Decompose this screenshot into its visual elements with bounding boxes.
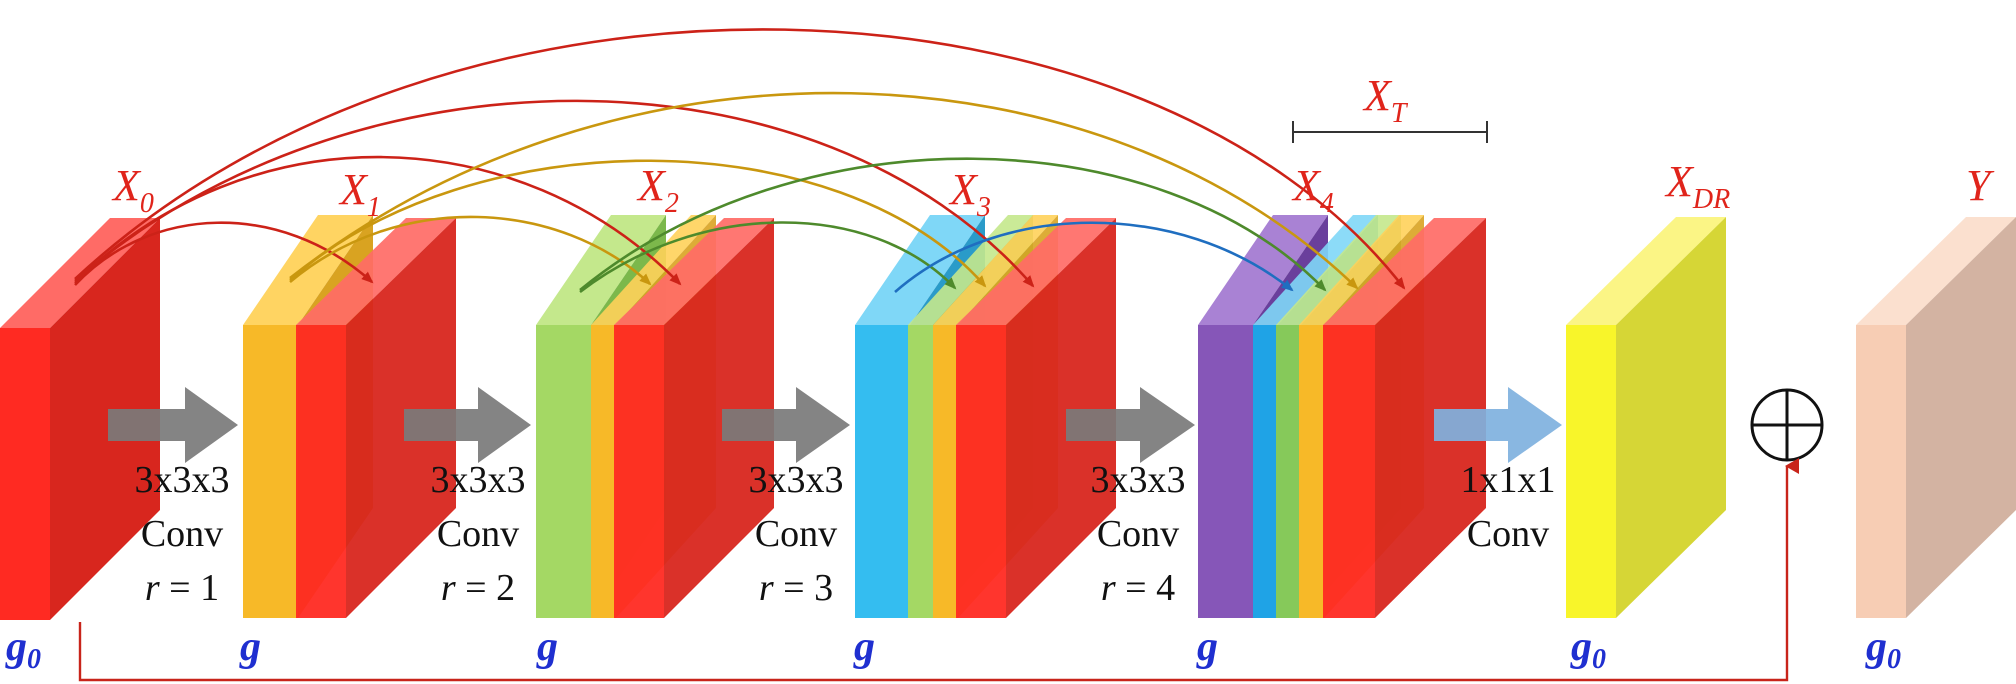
op3-rate: r = 3	[759, 567, 833, 609]
label-x4: X4	[1291, 161, 1334, 219]
connection-x0-x4	[74, 28, 1406, 290]
transition-arrow-2	[404, 387, 531, 463]
op-label-2: 3x3x3 Conv r = 2	[431, 459, 526, 609]
label-g-x3: g	[853, 624, 875, 670]
connection-x1-x4	[289, 91, 1359, 290]
connection-x3-x4	[894, 221, 1294, 293]
op1-name: Conv	[141, 513, 223, 555]
label-x0: X0	[111, 161, 154, 219]
label-g-x2: g	[536, 624, 558, 670]
transition-arrow-4	[1066, 387, 1195, 463]
op-label-4: 3x3x3 Conv r = 4	[1091, 459, 1186, 609]
connection-x2-x4	[579, 157, 1327, 292]
label-x1: X1	[338, 165, 381, 223]
op4-name: Conv	[1097, 513, 1179, 555]
block-y	[1856, 217, 2016, 618]
block-xdr	[1566, 217, 1726, 618]
op1-kernel: 3x3x3	[135, 459, 230, 501]
connection-x2-x3	[579, 221, 957, 294]
op3-kernel: 3x3x3	[749, 459, 844, 501]
connection-x1-x3	[289, 159, 987, 288]
connection-x1-x2	[289, 215, 652, 286]
xt-bracket	[1292, 121, 1488, 143]
op4-rate: r = 4	[1101, 567, 1175, 609]
label-g0-y: g0	[1865, 624, 1901, 675]
label-g0-xdr: g0	[1570, 624, 1606, 675]
op-label-1: 3x3x3 Conv r = 1	[135, 459, 230, 609]
op5-kernel: 1x1x1	[1461, 459, 1556, 501]
op5-name: Conv	[1467, 513, 1549, 555]
connection-x0-x1	[74, 221, 374, 286]
label-g-x4: g	[1196, 624, 1218, 670]
label-x3: X3	[948, 165, 991, 223]
op3-name: Conv	[755, 513, 837, 555]
label-g-x1: g	[239, 624, 261, 670]
op2-name: Conv	[437, 513, 519, 555]
sum-node	[1750, 388, 1824, 462]
dense-connections	[74, 28, 1406, 294]
op-label-5: 1x1x1 Conv	[1461, 459, 1556, 555]
global-skip-connection	[78, 458, 1799, 682]
label-g0-input: g0	[5, 624, 41, 675]
block-x3-group	[855, 215, 1116, 618]
label-xt: XT	[1362, 71, 1409, 129]
label-x2: X2	[636, 161, 679, 219]
op2-kernel: 3x3x3	[431, 459, 526, 501]
connection-x0-x3	[74, 99, 1035, 288]
transition-arrow-5	[1434, 387, 1562, 463]
block-x0	[0, 218, 160, 620]
op4-kernel: 3x3x3	[1091, 459, 1186, 501]
label-xdr: XDR	[1664, 157, 1730, 215]
label-y: Y	[1966, 161, 1995, 210]
op1-rate: r = 1	[145, 567, 219, 609]
transition-arrow-3	[722, 387, 850, 463]
transition-arrow-1	[108, 387, 238, 463]
op2-rate: r = 2	[441, 567, 515, 609]
op-label-3: 3x3x3 Conv r = 3	[749, 459, 844, 609]
